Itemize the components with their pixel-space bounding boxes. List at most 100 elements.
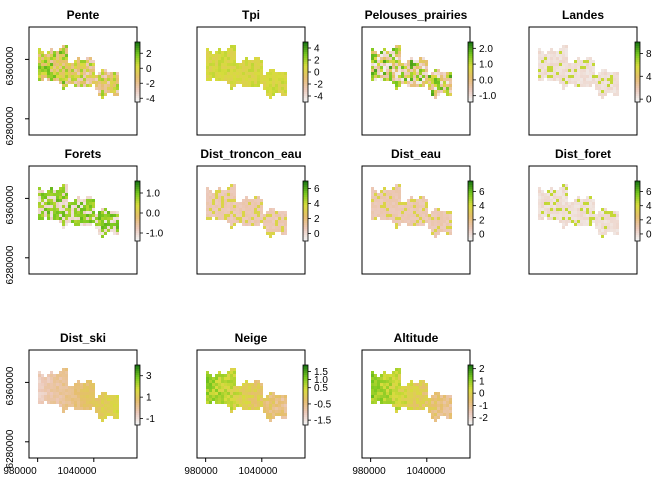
raster-cell [272,78,275,81]
colorbar-swatch [468,207,473,210]
raster-cell [386,398,389,401]
raster-cell [242,208,245,211]
raster-cell [610,214,613,217]
raster-cell [95,75,98,78]
raster-cell [395,72,398,75]
panel-title: Pelouses_prairies [365,8,468,22]
raster-cell [380,211,383,214]
raster-cell [419,404,422,407]
raster-cell [62,57,65,60]
raster-cell [248,211,251,214]
colorbar-swatch [635,221,640,224]
raster-cell [371,401,374,404]
raster-cell [571,66,574,69]
raster-cell [209,386,212,389]
raster-cell [422,223,425,226]
colorbar-tick-label: 0.0 [146,209,160,220]
raster-cell [574,72,577,75]
raster-cell [547,57,550,60]
colorbar-swatch [303,203,308,206]
raster-cell [544,211,547,214]
colorbar-swatch [303,48,308,51]
raster-cell [83,63,86,66]
raster-cell [428,410,431,413]
raster-cell [230,184,233,187]
raster-cell [209,211,212,214]
raster-cell [272,392,275,395]
raster-cell [398,214,401,217]
raster-cell [428,81,431,84]
raster-cell [589,202,592,205]
raster-cell [86,401,89,404]
raster-cell [209,196,212,199]
raster-cell [62,395,65,398]
raster-cell [227,377,230,380]
raster-cell [565,75,568,78]
raster-cell [580,223,583,226]
raster-cell [254,380,257,383]
raster-cell [437,78,440,81]
raster-cell [227,81,230,84]
raster-cell [104,90,107,93]
raster-cell [227,190,230,193]
raster-cell [227,383,230,386]
raster-cell [260,72,263,75]
raster-cell [74,395,77,398]
raster-cell [242,398,245,401]
raster-cell [44,66,47,69]
raster-cell [371,371,374,374]
raster-cell [416,202,419,205]
raster-cell [398,407,401,410]
raster-cell [374,202,377,205]
raster-cell [565,190,568,193]
raster-cell [227,51,230,54]
raster-cell [113,223,116,226]
raster-cell [71,220,74,223]
raster-cell [419,386,422,389]
raster-cell [62,389,65,392]
raster-cell [434,235,437,238]
raster-cell [245,202,248,205]
raster-cell [389,57,392,60]
raster-cell [59,389,62,392]
raster-cell [242,69,245,72]
raster-cell [62,202,65,205]
raster-cell [89,398,92,401]
raster-cell [377,72,380,75]
raster-cell [65,208,68,211]
raster-cell [416,199,419,202]
raster-cell [74,66,77,69]
raster-cell [398,368,401,371]
colorbar-swatch [135,183,140,186]
raster-cell [89,60,92,63]
raster-cell [416,220,419,223]
raster-cell [206,196,209,199]
raster-cell [284,401,287,404]
raster-cell [422,84,425,87]
raster-cell [221,54,224,57]
raster-cell [209,193,212,196]
raster-cell [266,81,269,84]
raster-cell [386,193,389,196]
raster-cell [440,75,443,78]
raster-cell [431,416,434,419]
raster-cell [428,226,431,229]
raster-cell [422,199,425,202]
raster-cell [449,223,452,226]
raster-cell [556,202,559,205]
raster-cell [71,404,74,407]
raster-cell [568,205,571,208]
raster-cell [245,66,248,69]
raster-cell [380,214,383,217]
raster-cell [56,380,59,383]
raster-cell [62,407,65,410]
raster-cell [56,60,59,63]
raster-cell [104,395,107,398]
raster-cell [416,81,419,84]
raster-cell [392,389,395,392]
raster-cell [83,220,86,223]
raster-cell [257,72,260,75]
raster-cell [556,60,559,63]
colorbar-swatch [303,78,308,81]
